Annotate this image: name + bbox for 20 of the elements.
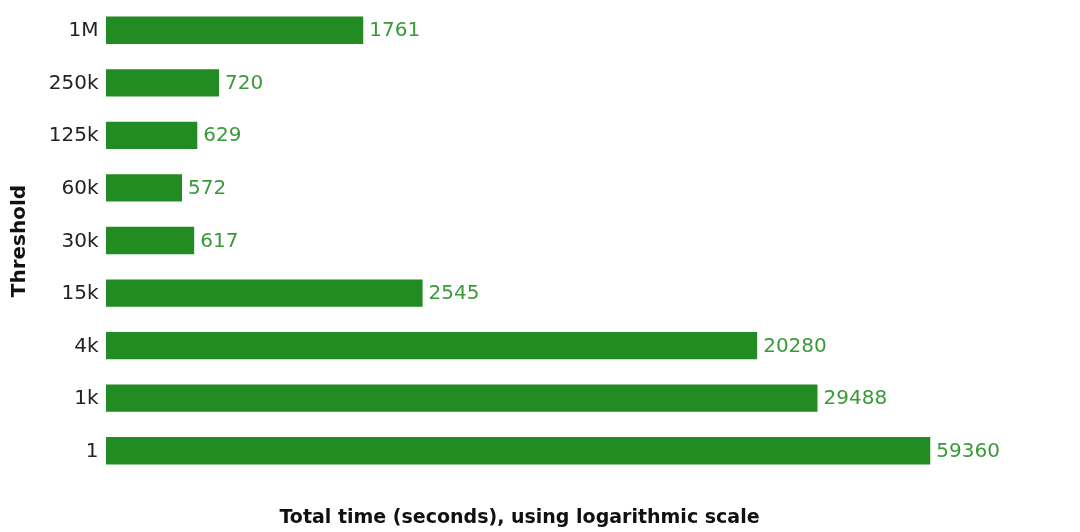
- x-axis-title: Total time (seconds), using logarithmic scale: [279, 504, 760, 527]
- y-tick-label: 30k: [61, 227, 99, 252]
- data-label: 617: [200, 227, 239, 252]
- y-tick-label: 1M: [68, 17, 99, 42]
- y-tick-label: 250k: [48, 69, 99, 94]
- data-label: 629: [203, 122, 242, 147]
- data-label: 720: [225, 69, 264, 94]
- y-axis-title: Threshold: [5, 184, 30, 298]
- data-label: 29488: [823, 385, 888, 410]
- data-label: 20280: [763, 332, 827, 357]
- y-tick-label: 15k: [61, 280, 99, 305]
- y-tick-label: 1k: [74, 385, 99, 410]
- y-tick-label: 4k: [74, 332, 99, 357]
- y-tick-label: 125k: [48, 122, 99, 147]
- y-tick-label: 1: [85, 437, 99, 462]
- y-tick-label: 60k: [61, 174, 99, 199]
- data-label: 572: [187, 174, 227, 199]
- data-label: 2545: [428, 280, 480, 305]
- data-label: 59360: [936, 437, 1000, 462]
- data-label: 1761: [369, 17, 421, 42]
